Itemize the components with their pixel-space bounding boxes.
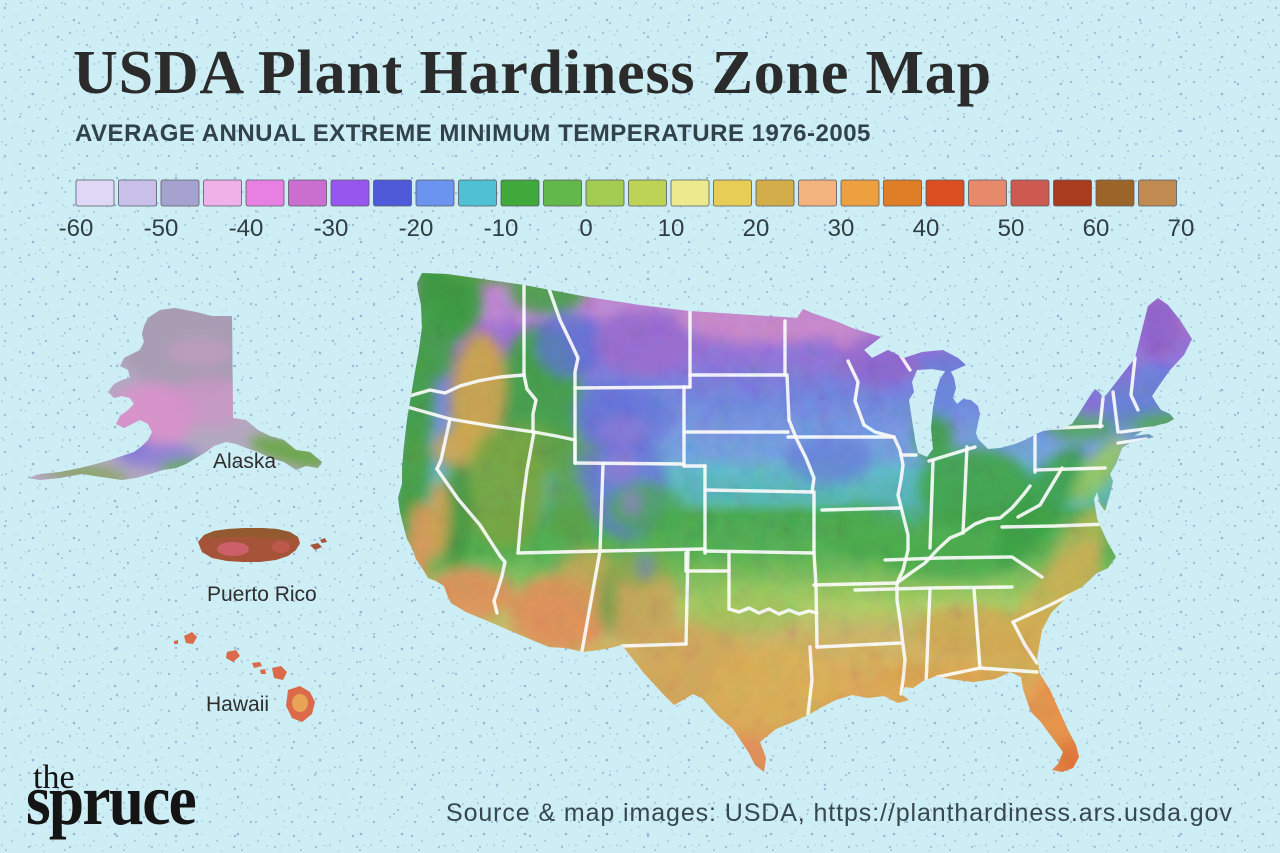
- svg-text:-10: -10: [484, 215, 519, 242]
- svg-text:40: 40: [913, 215, 940, 242]
- svg-text:-30: -30: [314, 215, 349, 242]
- svg-text:-50: -50: [144, 215, 179, 242]
- svg-text:20: 20: [743, 215, 770, 242]
- svg-text:-40: -40: [229, 215, 264, 242]
- svg-text:10: 10: [658, 215, 685, 242]
- svg-text:30: 30: [828, 215, 855, 242]
- svg-text:0: 0: [579, 215, 592, 242]
- svg-text:70: 70: [1168, 215, 1195, 242]
- svg-text:-20: -20: [399, 215, 434, 242]
- svg-text:-60: -60: [59, 215, 94, 242]
- svg-text:50: 50: [998, 215, 1025, 242]
- svg-text:60: 60: [1083, 215, 1110, 242]
